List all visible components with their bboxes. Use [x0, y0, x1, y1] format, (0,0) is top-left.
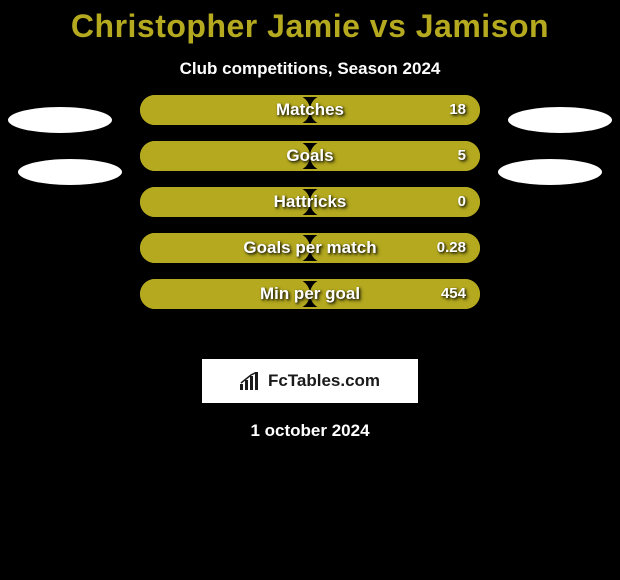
bar-chart-icon [240, 372, 262, 390]
source-logo: FcTables.com [202, 359, 418, 403]
comparison-card: Christopher Jamie vs Jamison Club compet… [0, 0, 620, 580]
date-line: 1 october 2024 [0, 421, 620, 441]
page-subtitle: Club competitions, Season 2024 [0, 59, 620, 79]
stat-row: Matches 18 [140, 95, 480, 125]
stat-bar-right [310, 141, 480, 171]
source-logo-text: FcTables.com [268, 371, 380, 391]
stat-bar-left [140, 187, 310, 217]
player-left-photo-placeholder-1 [8, 107, 112, 133]
stat-bar-right [310, 187, 480, 217]
stat-bar-right [310, 95, 480, 125]
stat-bar-right [310, 279, 480, 309]
chart-area: Matches 18 Goals 5 Hattricks 0 [0, 107, 620, 337]
page-title: Christopher Jamie vs Jamison [0, 8, 620, 45]
stat-bar-left [140, 95, 310, 125]
player-right-photo-placeholder-1 [508, 107, 612, 133]
player-right-photo-placeholder-2 [498, 159, 602, 185]
stat-bar-right [310, 233, 480, 263]
stat-bar-left [140, 233, 310, 263]
stat-row: Min per goal 454 [140, 279, 480, 309]
stat-row: Goals 5 [140, 141, 480, 171]
stat-row: Goals per match 0.28 [140, 233, 480, 263]
stat-bar-left [140, 279, 310, 309]
stat-bars: Matches 18 Goals 5 Hattricks 0 [140, 95, 480, 325]
stat-row: Hattricks 0 [140, 187, 480, 217]
stat-bar-left [140, 141, 310, 171]
player-left-photo-placeholder-2 [18, 159, 122, 185]
